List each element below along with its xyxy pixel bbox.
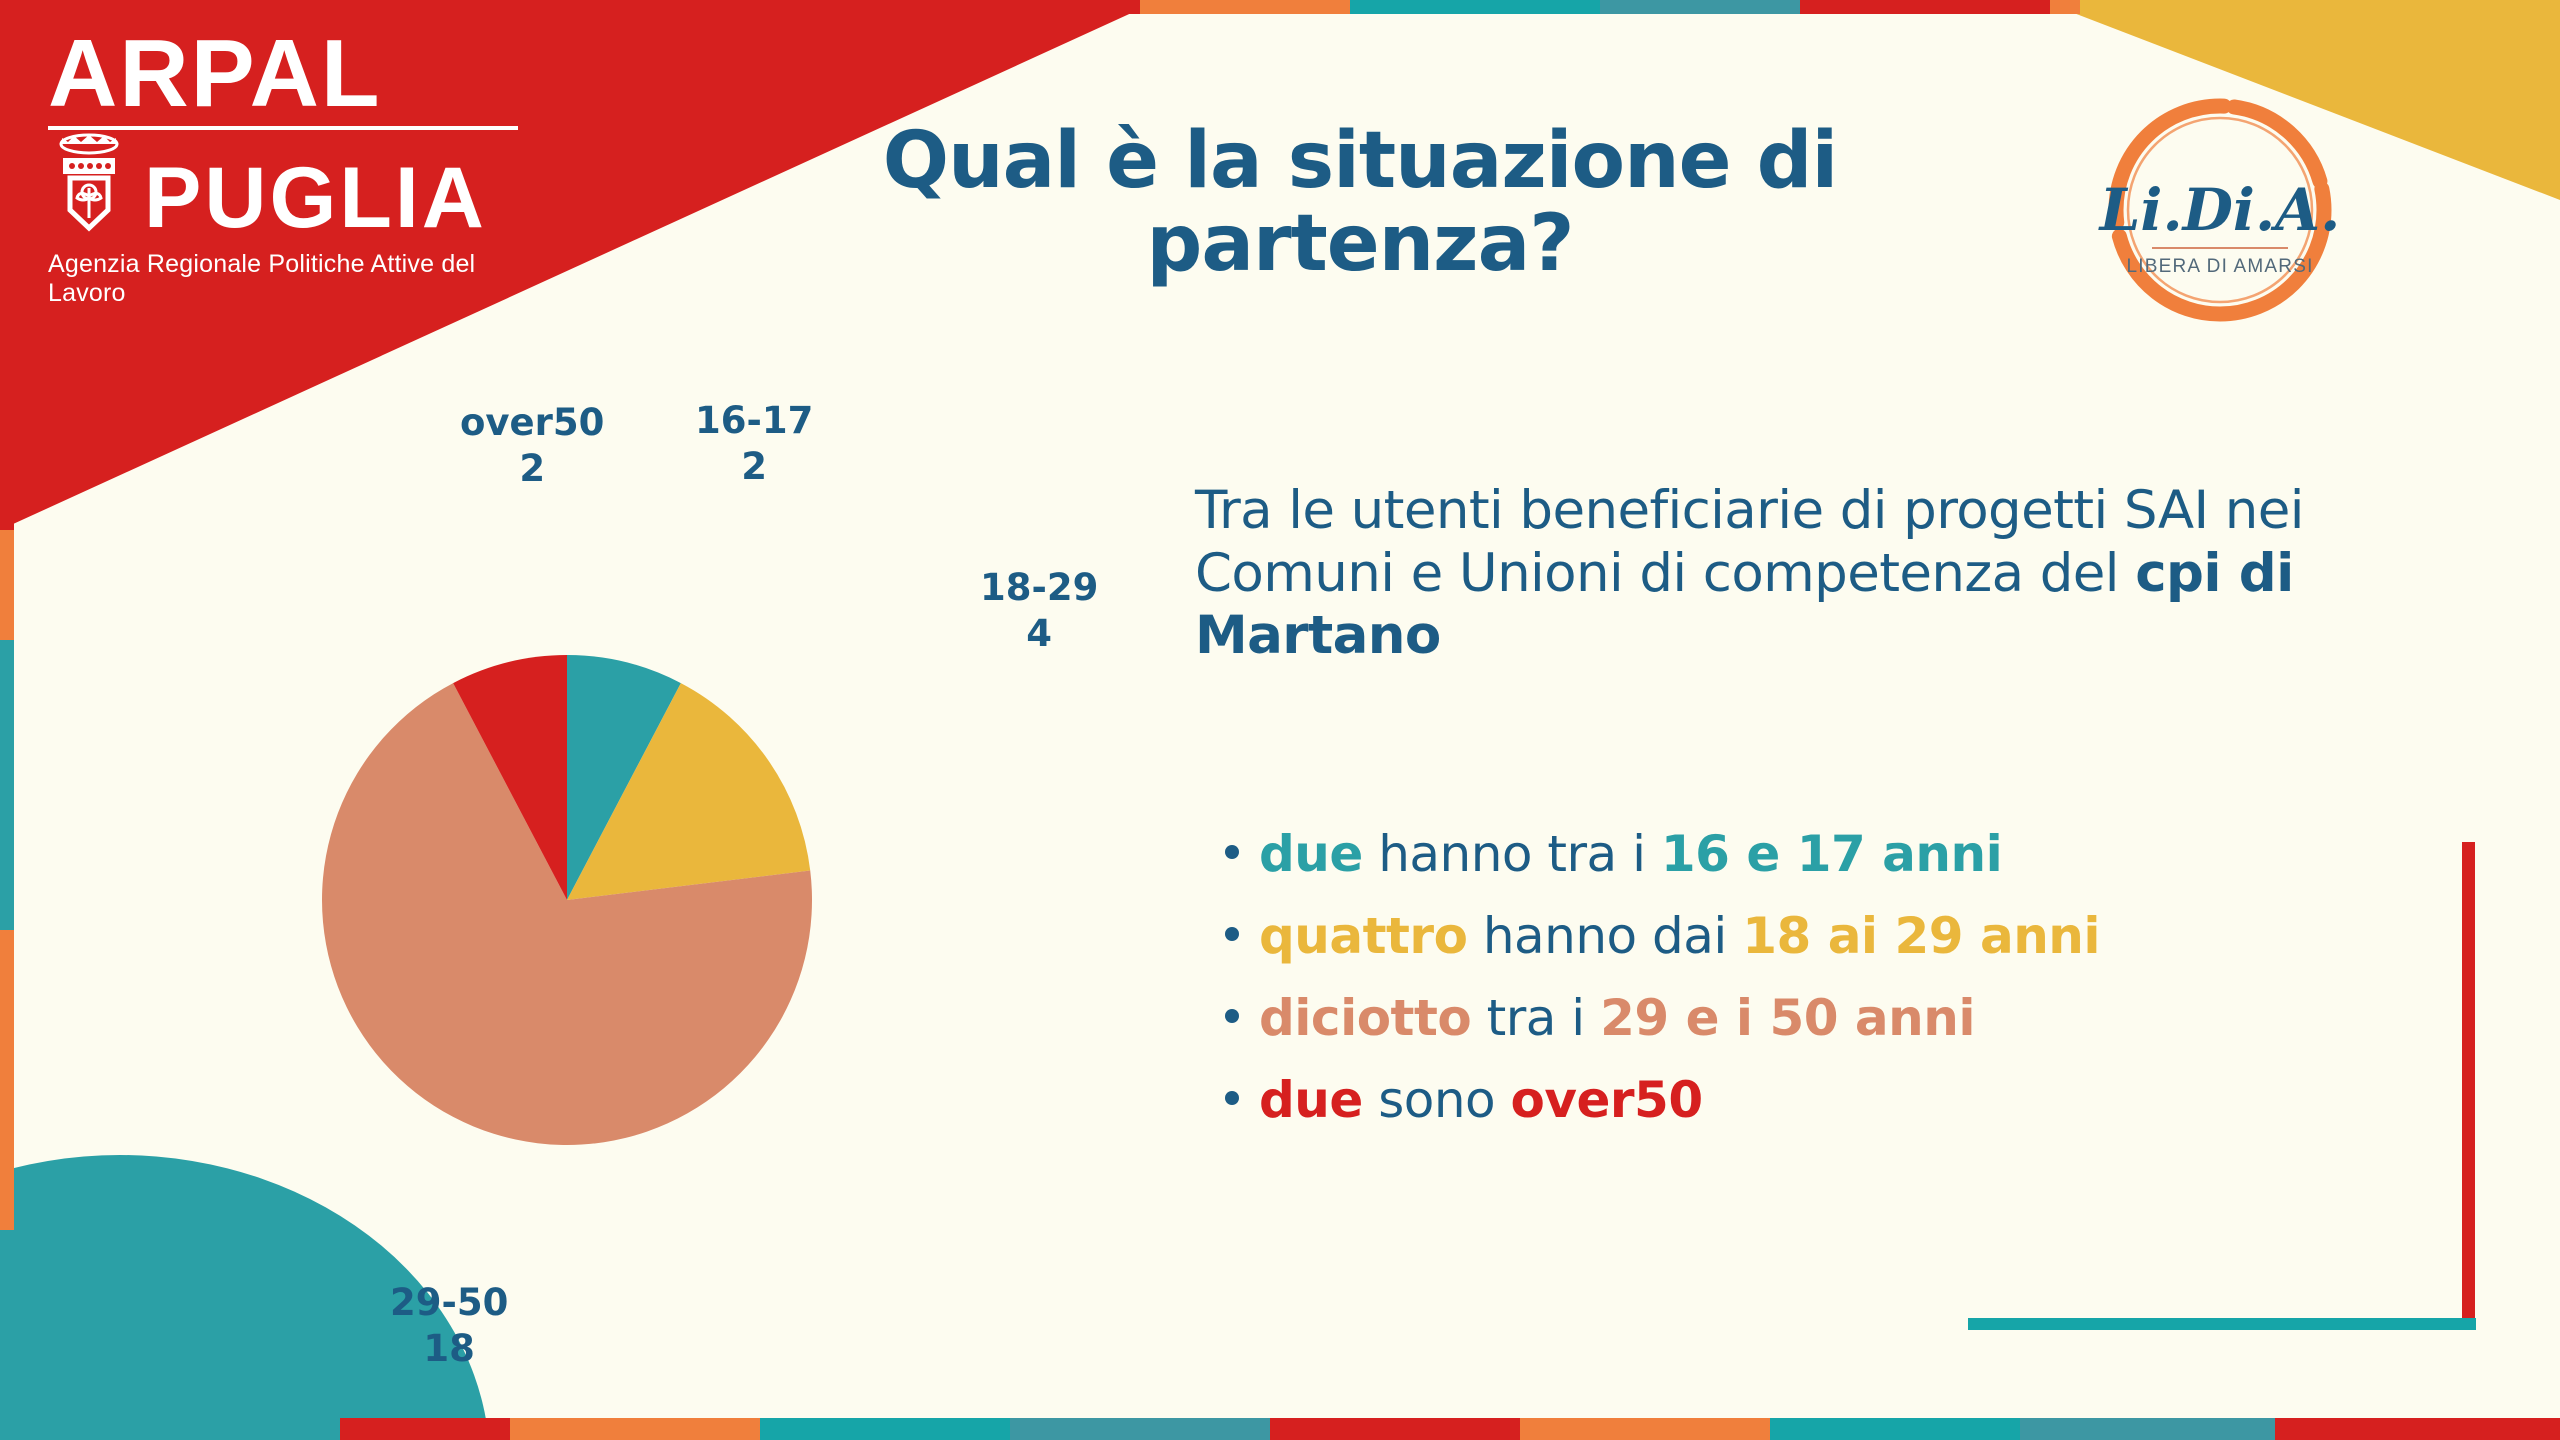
list-item-count-word: due: [1259, 1071, 1363, 1129]
puglia-wordmark: PUGLIA: [144, 150, 487, 247]
pie-label-18-29-name: 18-29: [980, 566, 1099, 609]
list-item-count-word: due: [1259, 825, 1363, 883]
body-paragraph-bold: cpi di Martano: [1195, 542, 2294, 667]
pie-label-29-50-value: 18: [423, 1327, 475, 1371]
color-segment: [1800, 0, 2050, 14]
pie-label-18-29-value: 4: [1026, 612, 1053, 656]
list-item-text: due hanno tra i 16 e 17 anni: [1259, 825, 2003, 883]
pie-label-18-29: 18-29 4: [980, 565, 1098, 658]
bullet-dot-icon: [1225, 927, 1239, 941]
color-segment: [1270, 1418, 1520, 1440]
color-segment: [0, 530, 14, 640]
color-segment: [2050, 0, 2080, 14]
pie-slice-29-50: [321, 683, 812, 1145]
arpal-wordmark: ARPAL: [48, 20, 382, 127]
pie-label-16-17-value: 2: [741, 445, 768, 489]
color-segment: [340, 1418, 510, 1440]
pie-label-29-50-name: 29-50: [390, 1281, 509, 1324]
list-item-range: 16 e 17 anni: [1660, 825, 2003, 883]
left-color-bar: [0, 0, 14, 1440]
arpal-tagline: Agenzia Regionale Politiche Attive del L…: [48, 250, 476, 308]
list-item-text: diciotto tra i 29 e i 50 anni: [1259, 989, 1976, 1047]
pie-slice-18-29: [567, 683, 811, 900]
list-item-connector: sono: [1362, 1071, 1511, 1129]
lidia-tagline-text: LIBERA DI AMARSI: [2126, 256, 2313, 277]
color-segment: [2080, 0, 2560, 14]
pie-label-29-50: 29-50 18: [390, 1280, 508, 1373]
list-item-range: 18 ai 29 anni: [1742, 907, 2101, 965]
bullet-dot-icon: [1225, 1009, 1239, 1023]
page-title-line-2: partenza?: [1146, 198, 1575, 289]
list-item-connector: hanno tra i: [1362, 825, 1661, 883]
red-bracket-line: [2462, 842, 2475, 1330]
list-item-range: 29 e i 50 anni: [1600, 989, 1976, 1047]
color-segment: [0, 930, 14, 1230]
color-segment: [1010, 1418, 1270, 1440]
list-item-count-word: diciotto: [1259, 989, 1472, 1047]
logo-divider: [48, 126, 518, 131]
page-title: Qual è la situazione di partenza?: [760, 120, 1960, 285]
pie-slices: [321, 655, 812, 1145]
list-item-text: quattro hanno dai 18 ai 29 anni: [1259, 907, 2101, 965]
bullet-dot-icon: [1225, 845, 1239, 859]
color-segment: [0, 1418, 340, 1440]
color-segment: [0, 1230, 14, 1440]
pie-label-16-17: 16-17 2: [695, 398, 813, 491]
list-item-range: over50: [1510, 1071, 1704, 1129]
list-item: diciotto tra i 29 e i 50 anni: [1225, 989, 2525, 1047]
list-item-text: due sono over50: [1259, 1071, 1703, 1129]
color-segment: [1350, 0, 1600, 14]
color-segment: [0, 640, 14, 930]
pie-slice-16-17: [567, 655, 681, 900]
age-distribution-pie-chart: over50 2 16-17 2 18-29 4 29-50 18: [280, 399, 1140, 1370]
top-color-bar: [0, 0, 2560, 14]
pie-label-over50-name: over50: [460, 401, 605, 444]
color-segment: [1140, 0, 1350, 14]
body-paragraph: Tra le utenti beneficiarie di progetti S…: [1195, 480, 2485, 668]
lidia-logo: Li.Di.A. LIBERA DI AMARSI: [2060, 90, 2390, 340]
list-item: quattro hanno dai 18 ai 29 anni: [1225, 907, 2525, 965]
color-segment: [510, 1418, 760, 1440]
teal-bracket-line: [1968, 1318, 2476, 1330]
list-item: due hanno tra i 16 e 17 anni: [1225, 825, 2525, 883]
list-item: due sono over50: [1225, 1071, 2525, 1129]
arpal-puglia-logo: ARPAL PUGLIA Agenzia R: [48, 20, 518, 308]
list-item-connector: hanno dai: [1467, 907, 1743, 965]
color-segment: [1770, 1418, 2020, 1440]
color-segment: [0, 0, 14, 530]
color-segment: [760, 1418, 1010, 1440]
bullet-dot-icon: [1225, 1091, 1239, 1105]
pie-slice-over50: [453, 655, 567, 900]
color-segment: [1600, 0, 1800, 14]
body-paragraph-pre: Tra le utenti beneficiarie di progetti S…: [1195, 480, 2305, 604]
puglia-crest-icon: [48, 132, 130, 240]
pie-label-16-17-name: 16-17: [695, 399, 814, 442]
brush-circle-icon: [2108, 98, 2332, 322]
list-item-count-word: quattro: [1259, 907, 1468, 965]
color-segment: [1520, 1418, 1770, 1440]
color-segment: [2275, 1418, 2560, 1440]
color-segment: [0, 0, 1140, 14]
bottom-color-bar: [0, 1418, 2560, 1440]
lidia-name-text: Li.Di.A.: [2098, 176, 2341, 244]
pie-label-over50: over50 2: [460, 400, 604, 493]
color-segment: [2020, 1418, 2275, 1440]
page-title-line-1: Qual è la situazione di: [882, 116, 1838, 206]
pie-label-over50-value: 2: [519, 447, 546, 491]
list-item-connector: tra i: [1471, 989, 1601, 1047]
age-breakdown-list: due hanno tra i 16 e 17 anni quattro hann…: [1225, 825, 2525, 1153]
